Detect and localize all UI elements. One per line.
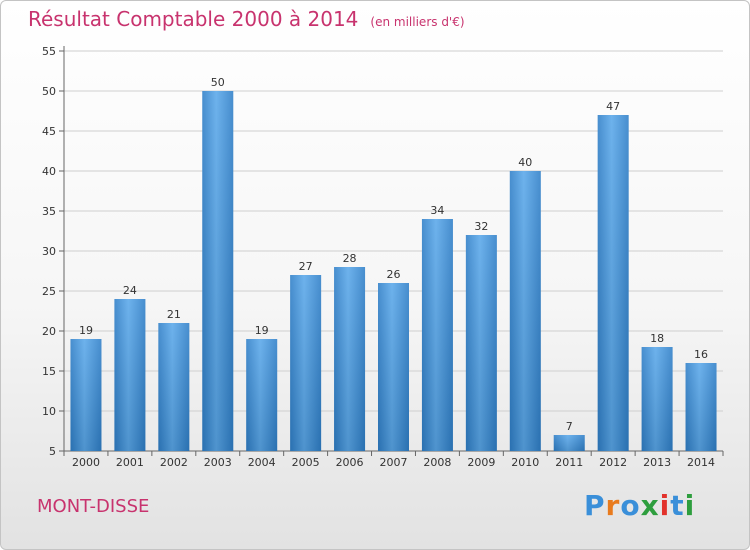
x-tick-label: 2012	[599, 456, 627, 469]
x-tick-label: 2003	[204, 456, 232, 469]
bar-shade	[246, 339, 278, 451]
data-label: 27	[299, 260, 313, 273]
logo-letter: t	[670, 489, 685, 522]
logo-letter: i	[659, 489, 671, 522]
labels: 5 10 15 20 25 30 35 40 45 50 55 19 2000 24 2001 21 2002 5…	[42, 45, 715, 469]
bar-shade	[290, 275, 322, 451]
bar-shade	[685, 363, 717, 451]
y-tick-label: 5	[49, 445, 56, 458]
data-label: 34	[430, 204, 444, 217]
x-tick-label: 2006	[336, 456, 364, 469]
bar-shade	[114, 299, 146, 451]
y-tick-label: 25	[42, 285, 56, 298]
y-tick-label: 55	[42, 45, 56, 58]
x-tick-label: 2011	[555, 456, 583, 469]
x-tick-label: 2013	[643, 456, 671, 469]
bar-shade	[553, 435, 585, 451]
data-label: 24	[123, 284, 137, 297]
x-tick-label: 2010	[511, 456, 539, 469]
x-tick-label: 2005	[292, 456, 320, 469]
y-tick-label: 20	[42, 325, 56, 338]
y-tick-label: 40	[42, 165, 56, 178]
bar-shade	[465, 235, 497, 451]
y-tick-label: 30	[42, 245, 56, 258]
data-label: 40	[518, 156, 532, 169]
x-tick-label: 2004	[248, 456, 276, 469]
location-name: MONT-DISSE	[37, 496, 150, 517]
data-label: 26	[387, 268, 401, 281]
logo-letter: i	[684, 489, 696, 522]
bar-shade	[202, 91, 234, 451]
data-label: 7	[566, 420, 573, 433]
title-row: Résultat Comptable 2000 à 2014 (en milli…	[28, 7, 465, 31]
x-tick-label: 2001	[116, 456, 144, 469]
bar-shade	[597, 115, 629, 451]
logo-letter: x	[640, 489, 660, 522]
x-tick-label: 2009	[467, 456, 495, 469]
bar-shade	[158, 323, 190, 451]
data-label: 19	[255, 324, 269, 337]
data-label: 32	[474, 220, 488, 233]
x-tick-label: 2008	[423, 456, 451, 469]
y-tick-label: 15	[42, 365, 56, 378]
bar-shade	[70, 339, 102, 451]
y-tick-label: 35	[42, 205, 56, 218]
bar-shade	[509, 171, 541, 451]
data-label: 50	[211, 76, 225, 89]
logo-letter: P	[584, 489, 606, 522]
logo-letter: o	[620, 489, 641, 522]
bar-shade	[334, 267, 366, 451]
chart-unit: (en milliers d'€)	[370, 15, 465, 29]
proxiti-logo: Proxiti	[584, 489, 695, 522]
x-tick-label: 2002	[160, 456, 188, 469]
data-label: 16	[694, 348, 708, 361]
x-tick-label: 2007	[380, 456, 408, 469]
data-label: 47	[606, 100, 620, 113]
x-tick-label: 2014	[687, 456, 715, 469]
data-label: 21	[167, 308, 181, 321]
y-tick-label: 50	[42, 85, 56, 98]
y-tick-label: 10	[42, 405, 56, 418]
data-label: 28	[343, 252, 357, 265]
bar-shade	[378, 283, 409, 451]
y-tick-label: 45	[42, 125, 56, 138]
data-label: 19	[79, 324, 93, 337]
bar-shade	[641, 347, 673, 451]
data-label: 18	[650, 332, 664, 345]
chart-title: Résultat Comptable 2000 à 2014	[28, 7, 359, 31]
bars	[70, 91, 717, 451]
bar-shade	[421, 219, 453, 451]
logo-letter: r	[605, 489, 621, 522]
x-tick-label: 2000	[72, 456, 100, 469]
